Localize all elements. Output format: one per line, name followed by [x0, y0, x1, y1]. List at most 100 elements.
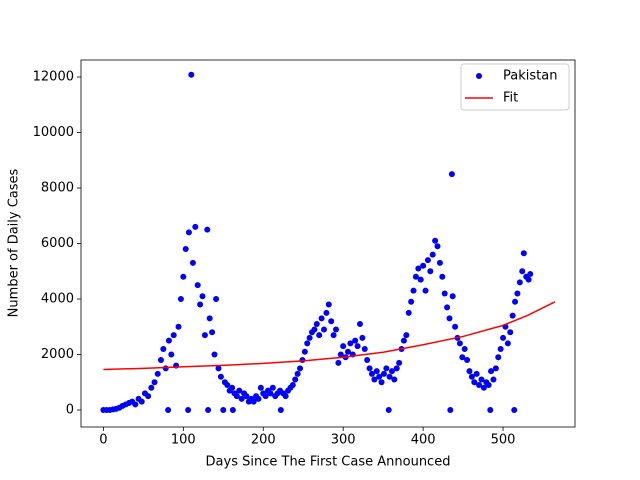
data-point: [525, 276, 532, 283]
data-point: [417, 276, 424, 283]
fit-line: [103, 301, 556, 371]
y-axis-label: Number of Daily Cases: [7, 168, 22, 317]
data-point: [388, 368, 395, 375]
data-point: [366, 365, 373, 372]
data-point: [243, 393, 250, 400]
x-tick-label: 0: [99, 433, 107, 448]
data-point: [448, 171, 455, 178]
data-point: [429, 251, 436, 258]
data-point: [378, 379, 385, 386]
x-tick-label: 100: [171, 433, 196, 448]
data-point: [488, 368, 495, 375]
data-point: [330, 332, 337, 339]
legend-swatch: [476, 73, 482, 79]
plot-frame: [80, 59, 576, 428]
data-point: [380, 370, 387, 377]
data-point: [476, 382, 483, 389]
data-point: [217, 373, 224, 380]
data-point: [229, 406, 236, 413]
x-tick-label: 200: [251, 433, 276, 448]
data-point: [189, 259, 196, 266]
y-tick-label: 10000: [33, 125, 74, 140]
data-point: [456, 340, 463, 347]
data-point: [520, 250, 527, 257]
data-point: [441, 290, 448, 297]
data-point: [238, 395, 245, 402]
data-point: [405, 309, 412, 316]
data-point: [439, 273, 446, 280]
data-point: [352, 337, 359, 344]
data-point: [512, 298, 519, 305]
data-point: [368, 370, 375, 377]
data-point: [294, 370, 301, 377]
data-point: [282, 393, 289, 400]
data-point: [301, 348, 308, 355]
data-point: [408, 298, 415, 305]
data-point: [175, 323, 182, 330]
data-point: [199, 293, 206, 300]
data-point: [250, 398, 257, 405]
data-point: [354, 343, 361, 350]
data-point: [185, 229, 192, 236]
data-point: [500, 334, 507, 341]
data-point: [292, 376, 299, 383]
data-point: [459, 354, 466, 361]
data-point: [516, 279, 523, 286]
data-point: [325, 301, 332, 308]
data-point: [205, 406, 212, 413]
data-point: [162, 365, 169, 372]
data-point: [385, 406, 392, 413]
legend-label: Pakistan: [503, 69, 557, 84]
data-point: [420, 262, 427, 269]
data-point: [386, 373, 393, 380]
data-point: [160, 345, 167, 352]
data-point: [373, 368, 380, 375]
data-point: [473, 370, 480, 377]
data-point: [211, 351, 218, 358]
data-point: [461, 345, 468, 352]
data-point: [361, 345, 368, 352]
data-point: [400, 337, 407, 344]
data-point: [321, 326, 328, 333]
data-point: [236, 387, 243, 394]
data-point: [220, 406, 227, 413]
data-point: [323, 309, 330, 316]
data-point: [170, 332, 177, 339]
data-point: [527, 271, 534, 278]
data-point: [297, 365, 304, 372]
data-point: [434, 243, 441, 250]
data-point: [277, 406, 284, 413]
data-point: [132, 401, 139, 408]
data-point: [356, 320, 363, 327]
data-point: [468, 373, 475, 380]
data-point: [192, 223, 199, 230]
data-point: [204, 226, 211, 233]
data-point: [452, 323, 459, 330]
data-point: [424, 257, 431, 264]
x-tick-label: 500: [491, 433, 516, 448]
y-tick-label: 6000: [41, 236, 74, 251]
data-point: [487, 406, 494, 413]
data-point: [306, 334, 313, 341]
data-point: [427, 268, 434, 275]
data-point: [316, 332, 323, 339]
data-point: [376, 373, 383, 380]
data-point: [471, 379, 478, 386]
x-tick-label: 300: [331, 433, 356, 448]
data-point: [344, 348, 351, 355]
data-point: [194, 282, 201, 289]
data-point: [165, 406, 172, 413]
data-point: [497, 345, 504, 352]
y-tick-label: 12000: [33, 70, 74, 85]
data-point: [313, 320, 320, 327]
data-point: [289, 382, 296, 389]
data-point: [267, 390, 274, 397]
data-point: [180, 273, 187, 280]
data-point: [449, 293, 456, 300]
data-point: [335, 359, 342, 366]
data-point: [490, 376, 497, 383]
data-point: [154, 370, 161, 377]
data-point: [347, 340, 354, 347]
data-point: [185, 406, 192, 413]
data-point: [480, 384, 487, 391]
